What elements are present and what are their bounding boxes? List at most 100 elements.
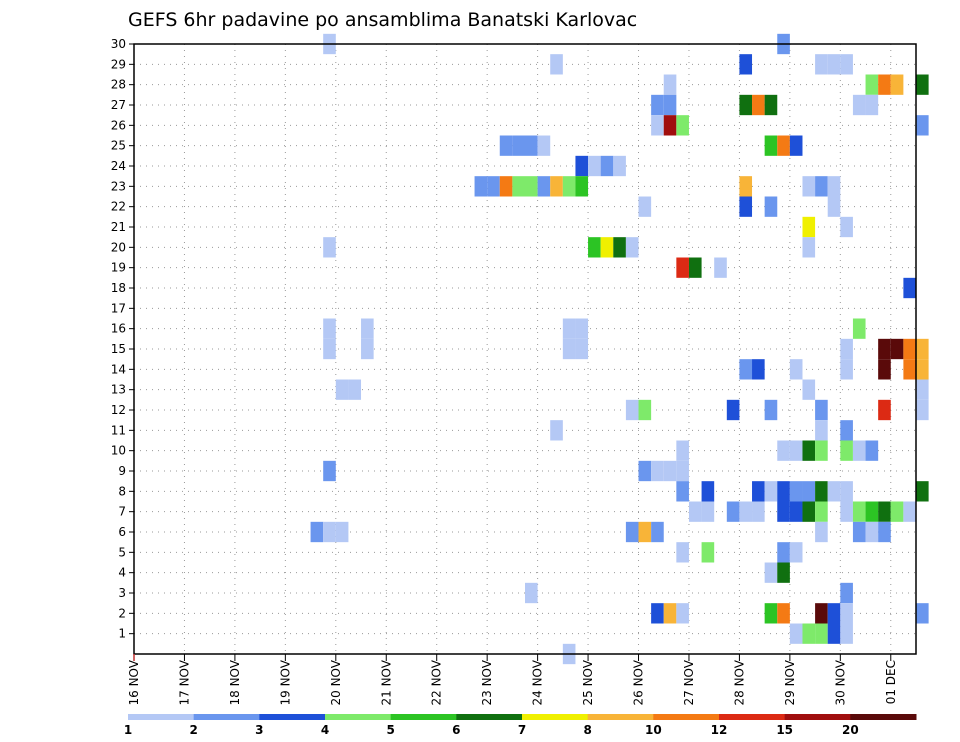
y-tick-label: 5 <box>118 545 126 559</box>
precip-cell <box>878 338 891 360</box>
precip-cell <box>575 318 589 339</box>
x-axis: 16 NOV 17 NOV 18 NOV 19 NOV 20 NOV 21 NOV 22 N… <box>127 654 898 706</box>
precip-cell <box>916 115 929 136</box>
colorbar-label: 6 <box>452 723 460 737</box>
x-tick-label: 29 NOV <box>783 659 797 705</box>
colorbar-segment <box>193 714 260 720</box>
precip-cell <box>676 542 689 563</box>
colorbar-segment <box>325 714 392 720</box>
precip-cell <box>764 196 778 217</box>
precip-cell <box>323 318 336 339</box>
precip-cell <box>815 176 828 197</box>
y-tick-label: 7 <box>118 505 126 519</box>
precip-cell <box>865 74 879 95</box>
precip-cell <box>575 155 589 177</box>
precip-cell <box>815 521 828 543</box>
y-tick-label: 8 <box>118 484 126 498</box>
precip-cell <box>600 155 614 177</box>
precip-cell <box>625 237 639 258</box>
precip-cell <box>764 603 778 624</box>
x-tick-label: 24 NOV <box>531 659 545 705</box>
x-tick-label: 01 DEC <box>884 660 898 704</box>
precip-cell <box>890 501 904 522</box>
precip-cell <box>840 440 853 461</box>
precip-cell <box>361 318 374 339</box>
precip-cell <box>916 399 929 421</box>
precip-cell <box>827 196 841 217</box>
precip-cell <box>726 399 740 421</box>
precip-cell <box>323 237 336 258</box>
precip-cell <box>701 501 715 522</box>
colorbar-segment <box>653 714 720 720</box>
precip-cell <box>916 603 929 624</box>
precip-cell <box>499 176 513 197</box>
precip-cell <box>651 94 664 116</box>
precip-cell <box>802 237 816 258</box>
precip-cell <box>865 94 879 116</box>
precip-cell <box>625 521 639 543</box>
colorbar-label: 5 <box>386 723 394 737</box>
precip-cell <box>537 176 551 197</box>
y-axis: 1234567891011121314151617181920212223242… <box>111 37 134 641</box>
precip-cell <box>802 481 816 502</box>
precip-cell <box>777 603 790 624</box>
colorbar-segment <box>850 714 917 720</box>
x-tick-label: 18 NOV <box>228 659 242 705</box>
colorbar-segment <box>587 714 654 720</box>
precip-cell <box>890 338 904 360</box>
precip-cell <box>613 155 626 177</box>
precip-cell <box>361 338 374 360</box>
precip-cell <box>537 135 551 156</box>
precip-cell <box>663 603 677 624</box>
chart-title: GEFS 6hr padavine po ansamblima Banatski… <box>128 9 637 31</box>
y-tick-label: 16 <box>111 322 126 336</box>
precip-cell <box>827 176 841 197</box>
precip-cell <box>575 176 589 197</box>
precip-cell <box>827 603 841 624</box>
colorbar-label: 8 <box>583 723 591 737</box>
precip-cell <box>789 501 803 522</box>
precip-cell <box>676 440 689 461</box>
precip-cell <box>865 501 879 522</box>
colorbar-label: 2 <box>189 723 197 737</box>
y-tick-label: 21 <box>111 220 126 234</box>
precip-cell <box>878 359 891 380</box>
precip-cell <box>916 359 929 380</box>
precip-cell <box>764 562 778 583</box>
precip-cell <box>525 135 538 156</box>
precip-cell <box>323 460 336 482</box>
precip-cell <box>588 155 601 177</box>
precip-cell <box>701 481 715 502</box>
x-tick-label: 30 NOV <box>833 659 847 705</box>
precip-cell <box>852 440 866 461</box>
y-tick-label: 22 <box>111 200 126 214</box>
precip-cell <box>840 501 853 522</box>
precip-cell <box>878 399 891 421</box>
precip-cell <box>865 440 879 461</box>
x-tick-label: 16 NOV <box>127 659 141 705</box>
precip-cell <box>676 460 689 482</box>
y-tick-label: 26 <box>111 118 126 132</box>
precip-cell <box>777 481 790 502</box>
colorbar: 1 2 3 4 5 6 7 8 10 12 15 20 <box>124 714 917 737</box>
precip-cell <box>903 359 916 380</box>
precip-cell <box>840 359 853 380</box>
y-tick-label: 15 <box>111 342 126 356</box>
x-tick-label: 28 NOV <box>732 659 746 705</box>
precip-cell <box>890 74 904 95</box>
precip-cell <box>512 135 525 156</box>
x-tick-label: 19 NOV <box>278 659 292 705</box>
precip-cell <box>651 115 664 136</box>
precip-cell <box>739 176 753 197</box>
precip-cell <box>789 623 803 644</box>
y-tick-label: 27 <box>111 98 126 112</box>
precip-cell <box>789 440 803 461</box>
precip-cell <box>777 542 790 563</box>
precip-cell <box>638 399 652 421</box>
precip-cell <box>802 623 816 644</box>
y-tick-label: 19 <box>111 261 126 275</box>
y-tick-label: 20 <box>111 240 126 254</box>
precip-cell <box>739 54 753 75</box>
precip-cell <box>802 440 816 461</box>
y-tick-label: 30 <box>111 37 126 51</box>
